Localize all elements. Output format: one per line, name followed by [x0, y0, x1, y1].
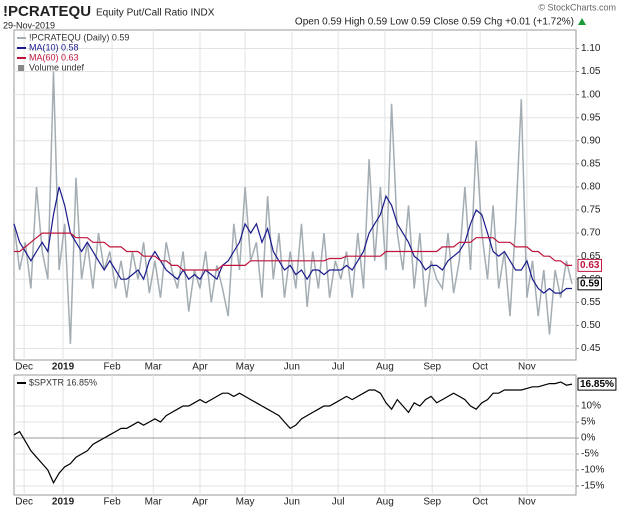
- x-tick-label: Sep: [423, 362, 441, 373]
- x-tick-label: Feb: [103, 362, 121, 373]
- x-tick-label: Mar: [145, 362, 163, 373]
- x-tick-label: Aug: [376, 362, 394, 373]
- y-tick-label: 0.45: [581, 343, 601, 354]
- y-tick-label: 0.95: [581, 112, 601, 123]
- legend-label: $SPXTR 16.85%: [29, 377, 97, 387]
- legend-label: MA(10) 0.58: [29, 42, 79, 52]
- x-tick-label: Mar: [145, 497, 163, 507]
- x-tick-label: Aug: [376, 497, 394, 507]
- x-tick-label: Jul: [332, 497, 345, 507]
- legend-swatch: [18, 65, 24, 71]
- plot-area: [13, 374, 577, 496]
- x-tick-label: Apr: [192, 497, 208, 507]
- x-tick-label: Dec: [15, 497, 33, 507]
- x-tick-label: Nov: [518, 362, 536, 373]
- y-tick-label: 1.00: [581, 89, 601, 100]
- up-arrow: [578, 18, 586, 25]
- quote: Open 0.59 High 0.59 Low 0.59 Close 0.59 …: [295, 17, 574, 28]
- y-tick-label: 0.85: [581, 158, 601, 169]
- date: 29-Nov-2019: [3, 20, 55, 30]
- x-tick-label: Oct: [472, 497, 488, 507]
- y-tick-label: 5%: [581, 417, 596, 428]
- series-line: [13, 186, 572, 294]
- y-tick-label: -5%: [581, 449, 599, 460]
- x-tick-label: Nov: [518, 497, 536, 507]
- y-tick-label: 0.70: [581, 228, 601, 239]
- chart-subtitle: Equity Put/Call Ratio INDX: [96, 8, 215, 19]
- y-tick-label: 0.80: [581, 182, 601, 193]
- x-tick-label: 2019: [52, 362, 75, 373]
- y-tick-label: 0.55: [581, 297, 601, 308]
- last-value-box: [577, 377, 617, 391]
- y-tick-label: -15%: [581, 481, 604, 492]
- series-line: [13, 381, 573, 485]
- y-tick-label: -10%: [581, 465, 604, 476]
- last-value-label: 0.63: [580, 260, 600, 271]
- last-value-box: [577, 258, 602, 272]
- x-tick-label: May: [236, 362, 255, 373]
- copyright: © StockCharts.com: [538, 2, 616, 12]
- x-tick-label: Jun: [284, 497, 300, 507]
- last-value-box: [577, 277, 602, 291]
- x-tick-label: May: [236, 497, 255, 507]
- last-value-label: 0.59: [580, 278, 600, 289]
- y-tick-label: 0%: [581, 433, 596, 444]
- plot-area: [13, 29, 577, 361]
- chart-title: !PCRATEQU: [3, 3, 91, 20]
- y-tick-label: 10%: [581, 401, 601, 412]
- x-tick-label: 2019: [52, 497, 75, 507]
- x-tick-label: Oct: [472, 362, 488, 373]
- y-tick-label: 0.90: [581, 135, 601, 146]
- x-tick-label: Sep: [423, 497, 441, 507]
- series-line: [14, 232, 572, 271]
- x-tick-label: Apr: [192, 362, 208, 373]
- legend-label: Volume undef: [29, 62, 85, 72]
- legend-label: MA(60) 0.63: [29, 52, 79, 62]
- x-tick-label: Jun: [284, 362, 300, 373]
- x-tick-label: Jul: [332, 362, 345, 373]
- y-tick-label: 1.05: [581, 66, 601, 77]
- x-tick-label: Dec: [15, 362, 33, 373]
- y-tick-label: 0.75: [581, 205, 601, 216]
- legend-label: !PCRATEQU (Daily) 0.59: [29, 32, 129, 42]
- y-tick-label: 0.50: [581, 320, 601, 331]
- y-tick-label: 1.10: [581, 43, 601, 54]
- x-tick-label: Feb: [103, 497, 121, 507]
- last-value-label: 16.85%: [580, 379, 614, 390]
- y-tick-label: 0.65: [581, 251, 601, 262]
